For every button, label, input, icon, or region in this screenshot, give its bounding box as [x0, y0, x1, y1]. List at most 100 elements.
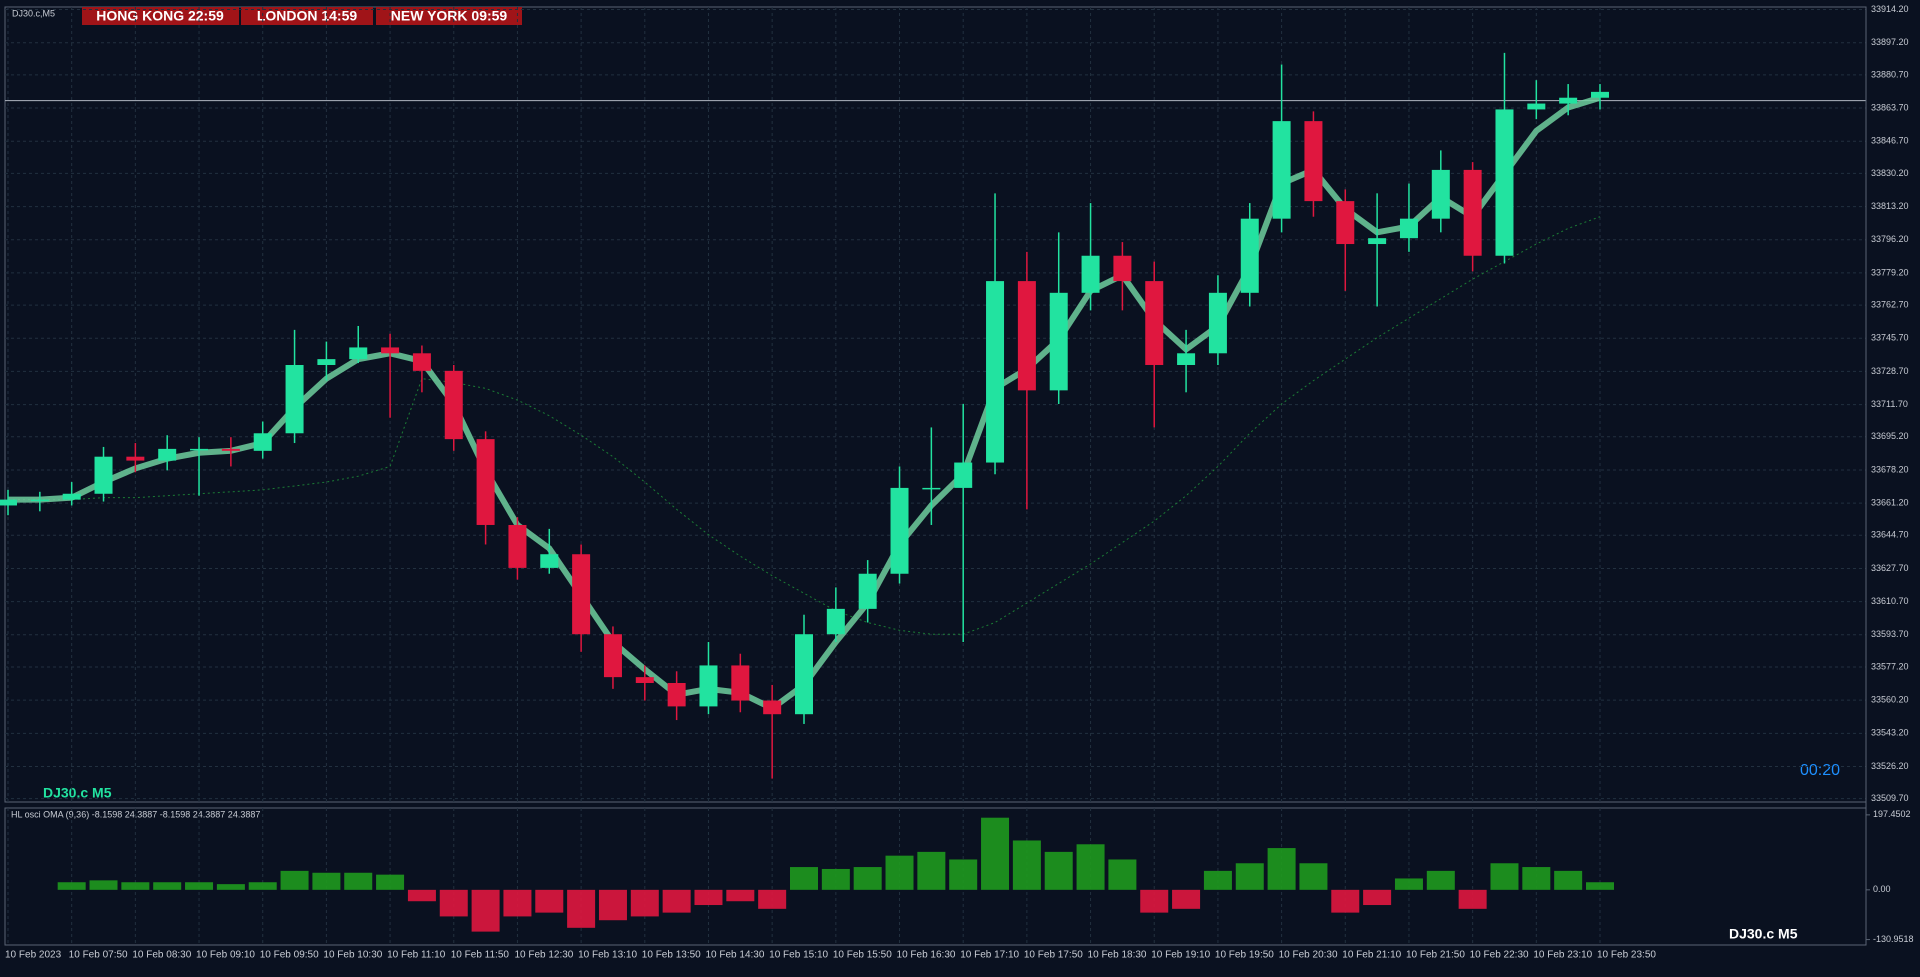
y-tick-label: 33914.20 — [1871, 4, 1909, 14]
osc-bar — [1522, 867, 1551, 890]
candle-body — [1081, 255, 1100, 293]
candle-body — [1145, 281, 1164, 365]
candle-body — [1399, 218, 1418, 239]
candle-body — [62, 493, 81, 500]
osc-bar — [598, 889, 627, 921]
y-tick-label: 33526.20 — [1871, 761, 1909, 771]
osc-bar — [726, 889, 755, 902]
y-tick-label: 33509.70 — [1871, 793, 1909, 803]
y-tick-label: 33880.70 — [1871, 69, 1909, 79]
x-tick-label: 10 Feb 23:50 — [1597, 950, 1656, 961]
symbol: DJ30.c,M5 — [12, 8, 55, 18]
x-tick-label: 10 Feb 23:10 — [1533, 950, 1592, 961]
y-tick-label: 33661.20 — [1871, 497, 1909, 507]
osc-bar — [439, 889, 468, 917]
x-tick-label: 10 Feb 15:10 — [769, 950, 828, 961]
y-tick-label: 33610.70 — [1871, 596, 1909, 606]
y-tick-label: 33678.20 — [1871, 464, 1909, 474]
candle-body — [635, 677, 654, 683]
osc-bar — [535, 889, 564, 913]
candle-body — [1463, 169, 1482, 256]
session: NEW YORK 09:59 — [391, 8, 508, 24]
x-tick-label: 10 Feb 19:10 — [1151, 950, 1210, 961]
x-tick-label: 10 Feb 14:30 — [705, 950, 764, 961]
candle-body — [763, 700, 782, 715]
y-tick-label: 33560.20 — [1871, 695, 1909, 705]
candle-body — [412, 353, 431, 371]
y-tick-label: 33897.20 — [1871, 37, 1909, 47]
osc-bar — [1140, 889, 1169, 913]
x-tick-label: 10 Feb 09:50 — [260, 950, 319, 961]
osc-bar — [758, 889, 787, 909]
y-tick-label: 33711.70 — [1871, 399, 1908, 409]
y-tick-label: 33863.70 — [1871, 102, 1909, 112]
osc-bar — [503, 889, 532, 917]
osc-bar — [981, 817, 1010, 890]
osc-bar — [185, 882, 214, 890]
session: LONDON 14:59 — [257, 8, 358, 24]
osc-bar — [344, 872, 373, 890]
watermark: DJ30.c M5 — [43, 785, 112, 801]
candle-body — [253, 433, 272, 451]
x-tick-label: 10 Feb 13:50 — [642, 950, 701, 961]
x-tick-label: 10 Feb 20:30 — [1279, 950, 1338, 961]
x-tick-label: 10 Feb 18:30 — [1088, 950, 1147, 961]
x-tick-label: 10 Feb 17:10 — [960, 950, 1019, 961]
osc-bar — [312, 872, 341, 890]
y-tick-label: 33577.20 — [1871, 661, 1909, 671]
candle-body — [667, 682, 686, 707]
osc-bar — [1012, 840, 1041, 890]
y-tick-label: 33728.70 — [1871, 366, 1909, 376]
candle-body — [1368, 238, 1387, 245]
candle-body — [795, 634, 813, 715]
y-tick-label: 33830.20 — [1871, 168, 1909, 178]
osc-bar — [567, 889, 596, 928]
osc-bar — [1490, 863, 1519, 890]
candle-body — [1240, 218, 1259, 293]
candle-body — [1591, 91, 1609, 98]
y-tick-label: 33779.20 — [1871, 267, 1909, 277]
osc-bar — [694, 889, 723, 906]
candle-body — [190, 448, 209, 451]
candle-body — [317, 359, 336, 365]
osc-bar — [1076, 844, 1105, 890]
x-tick-label: 10 Feb 10:30 — [323, 950, 382, 961]
osc-bar — [917, 851, 946, 890]
x-tick-label: 10 Feb 19:50 — [1215, 950, 1274, 961]
candle-body — [444, 370, 463, 440]
x-tick-label: 10 Feb 16:30 — [897, 950, 956, 961]
candle-body — [954, 462, 973, 488]
x-tick-label: 10 Feb 12:30 — [514, 950, 573, 961]
y-tick-label: -130.9518 — [1873, 934, 1914, 944]
osc-bar — [1554, 870, 1583, 890]
x-tick-label: 10 Feb 09:10 — [196, 950, 255, 961]
y-tick-label: 33762.70 — [1871, 299, 1909, 309]
osc-bar — [216, 884, 245, 890]
session-box — [241, 7, 373, 25]
session: HONG KONG 22:59 — [96, 8, 224, 24]
candle-body — [731, 665, 750, 701]
candle-body — [126, 456, 145, 461]
candle-body — [285, 364, 304, 434]
osc-bar — [1426, 870, 1455, 890]
x-tick-label: 10 Feb 2023 — [5, 950, 62, 961]
candle-body — [1304, 121, 1323, 202]
osc-bar — [1363, 889, 1392, 906]
osc-bar — [407, 889, 436, 902]
osc-bar — [949, 859, 978, 890]
candle-body — [540, 554, 559, 568]
x-tick-label: 10 Feb 15:50 — [833, 950, 892, 961]
osc-bar — [1044, 851, 1073, 890]
y-tick-label: 33695.20 — [1871, 431, 1909, 441]
candle-body — [1208, 292, 1227, 354]
osc-bar — [821, 868, 850, 890]
watermark: DJ30.c M5 — [1729, 926, 1798, 942]
candle-body — [1527, 103, 1546, 110]
candle-body — [603, 634, 622, 678]
y-tick-label: 33593.70 — [1871, 629, 1909, 639]
countdown: 00:20 — [1800, 762, 1840, 779]
candle-body — [30, 499, 49, 502]
candle-body — [1495, 109, 1514, 256]
